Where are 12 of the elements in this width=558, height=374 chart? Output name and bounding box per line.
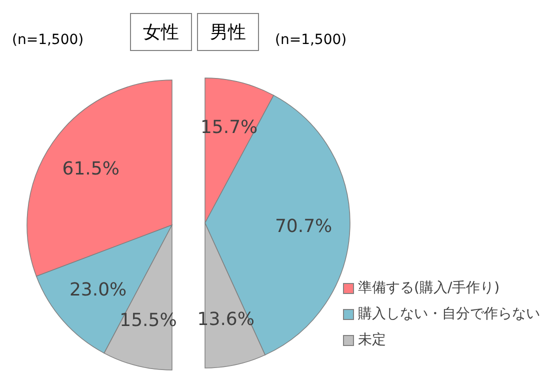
chart-subtitle: (n=1,500) <box>12 32 84 48</box>
data-label: 23.0% <box>69 280 127 301</box>
data-label: 15.5% <box>120 310 177 332</box>
data-label: 13.6% <box>197 308 254 330</box>
data-label: 61.5% <box>62 158 120 180</box>
legend-label: 未定 <box>358 331 386 349</box>
legend-label: 準備する(購入/手作り) <box>358 279 500 297</box>
data-label: 70.7% <box>274 216 332 237</box>
legend-label: 購入しない・自分で作らない <box>358 305 540 323</box>
chart-title: 男性 <box>197 13 259 51</box>
chart-subtitle: (n=1,500) <box>275 32 347 48</box>
chart-title: 女性 <box>130 13 192 51</box>
